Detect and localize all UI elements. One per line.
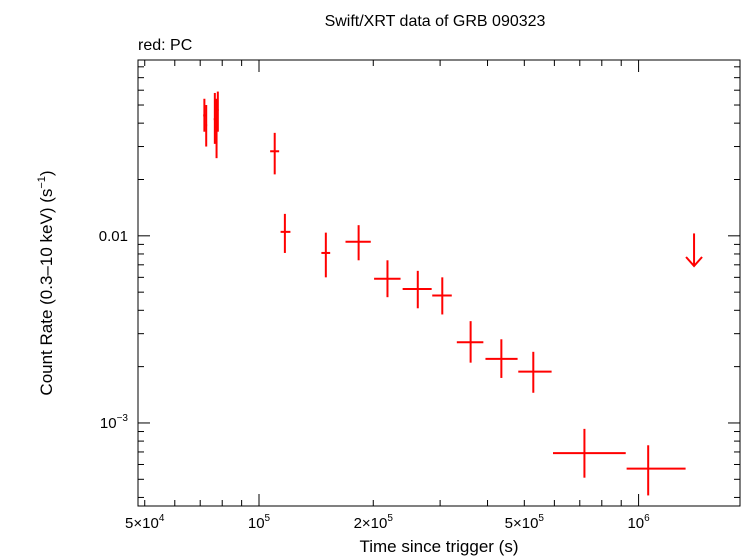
x-tick-label-exp: 5 bbox=[387, 513, 393, 524]
data-point bbox=[213, 92, 216, 144]
data-point bbox=[456, 321, 484, 363]
upper-limit-arrow bbox=[685, 233, 703, 268]
y-tick-label: 0.01 bbox=[99, 228, 128, 245]
data-point bbox=[552, 428, 626, 478]
data-point bbox=[432, 277, 452, 315]
upper-limit-head bbox=[685, 256, 703, 268]
data-point bbox=[321, 232, 331, 278]
y-tick-label: 10−3 bbox=[100, 413, 129, 432]
data-point bbox=[205, 105, 208, 147]
x-tick-label-base: 5×10 bbox=[125, 515, 159, 532]
y-tick-label-exp: −3 bbox=[117, 413, 129, 424]
x-tick-label-base: 5×10 bbox=[505, 515, 539, 532]
y-axis-label-main: Count Rate (0.3–10 keV) (s bbox=[37, 189, 56, 396]
x-tick-label: 105 bbox=[248, 513, 271, 532]
chart-title: Swift/XRT data of GRB 090323 bbox=[325, 13, 546, 30]
y-tick-label-base: 10 bbox=[100, 415, 117, 432]
y-axis-label-exp: −1 bbox=[36, 176, 48, 189]
data-point bbox=[280, 213, 291, 253]
y-axis-label: Count Rate (0.3–10 keV) (s−1) bbox=[36, 170, 56, 395]
x-tick-label-exp: 5 bbox=[538, 513, 544, 524]
x-tick-label: 106 bbox=[627, 513, 650, 532]
data-point bbox=[345, 225, 371, 261]
y-tick-label-base: 0.01 bbox=[99, 228, 128, 245]
x-tick-label-exp: 5 bbox=[265, 513, 271, 524]
y-tick-labels: 0.01 10−3 bbox=[99, 228, 129, 432]
y-axis-ticks bbox=[138, 66, 740, 498]
x-tick-label: 2×105 bbox=[354, 513, 394, 532]
data-point bbox=[270, 132, 280, 175]
data-point bbox=[374, 260, 401, 298]
plot-frame bbox=[137, 59, 741, 507]
data-point bbox=[626, 445, 686, 496]
data-point bbox=[402, 270, 432, 309]
data-point bbox=[203, 98, 206, 132]
data-point bbox=[485, 339, 518, 378]
data-points bbox=[203, 91, 686, 496]
x-tick-label-exp: 6 bbox=[644, 513, 650, 524]
x-tick-label: 5×104 bbox=[125, 513, 165, 532]
x-axis-ticks bbox=[144, 60, 640, 506]
chart-subtitle: red: PC bbox=[138, 37, 192, 54]
data-point bbox=[518, 351, 552, 393]
x-tick-label-exp: 4 bbox=[159, 513, 165, 524]
x-tick-label-base: 2×10 bbox=[354, 515, 388, 532]
y-axis-label-close: ) bbox=[37, 170, 56, 176]
x-tick-label-base: 10 bbox=[248, 515, 265, 532]
x-tick-label: 5×105 bbox=[505, 513, 545, 532]
upper-limits bbox=[685, 233, 703, 268]
data-point bbox=[216, 91, 219, 132]
x-tick-labels: 5×104 105 2×105 5×105 106 bbox=[125, 513, 650, 532]
x-tick-label-base: 10 bbox=[627, 515, 644, 532]
x-axis-label: Time since trigger (s) bbox=[359, 537, 518, 556]
